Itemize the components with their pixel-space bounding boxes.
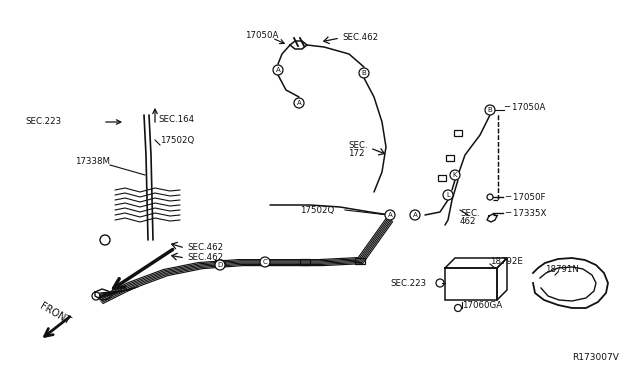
Circle shape <box>294 98 304 108</box>
Text: SEC.223: SEC.223 <box>25 118 61 126</box>
Text: A: A <box>388 212 392 218</box>
Text: ─ 17050A: ─ 17050A <box>504 103 545 112</box>
Text: 18791N: 18791N <box>545 266 579 275</box>
Circle shape <box>359 68 369 78</box>
Text: 18792E: 18792E <box>490 257 523 266</box>
Text: K: K <box>452 172 457 178</box>
Circle shape <box>215 260 225 270</box>
Bar <box>454 130 462 136</box>
Bar <box>445 268 497 300</box>
Text: ─ 17335X: ─ 17335X <box>505 208 547 218</box>
Bar <box>215 260 225 266</box>
Text: L: L <box>446 192 450 198</box>
Text: 17338M: 17338M <box>75 157 110 167</box>
Circle shape <box>443 190 453 200</box>
Bar <box>355 258 365 264</box>
Text: 17050A: 17050A <box>245 32 278 41</box>
Bar <box>300 259 310 265</box>
Text: C: C <box>262 259 268 265</box>
Text: A: A <box>296 100 301 106</box>
Text: R173007V: R173007V <box>572 353 619 362</box>
Text: B: B <box>362 70 366 76</box>
Text: SEC.462: SEC.462 <box>187 243 223 251</box>
Circle shape <box>385 210 395 220</box>
Text: SEC.: SEC. <box>348 141 367 150</box>
Circle shape <box>485 105 495 115</box>
Bar <box>446 155 454 161</box>
Text: SEC.223: SEC.223 <box>390 279 426 288</box>
Text: 462: 462 <box>460 217 477 225</box>
Text: A: A <box>413 212 417 218</box>
Text: A: A <box>276 67 280 73</box>
Circle shape <box>273 65 283 75</box>
Text: FRONT: FRONT <box>38 301 72 327</box>
Circle shape <box>260 257 270 267</box>
Text: 17502Q: 17502Q <box>160 135 195 144</box>
Bar <box>438 175 446 181</box>
Text: 17502Q: 17502Q <box>300 205 334 215</box>
Text: B: B <box>488 107 492 113</box>
Text: ─ 17050F: ─ 17050F <box>505 192 545 202</box>
Text: SEC.462: SEC.462 <box>187 253 223 263</box>
Text: 17060GA: 17060GA <box>462 301 502 310</box>
Text: 172: 172 <box>348 148 365 157</box>
Text: D: D <box>218 262 223 268</box>
Circle shape <box>410 210 420 220</box>
Text: SEC.164: SEC.164 <box>158 115 194 125</box>
Circle shape <box>450 170 460 180</box>
Text: SEC.: SEC. <box>460 208 479 218</box>
Text: SEC.462: SEC.462 <box>342 33 378 42</box>
